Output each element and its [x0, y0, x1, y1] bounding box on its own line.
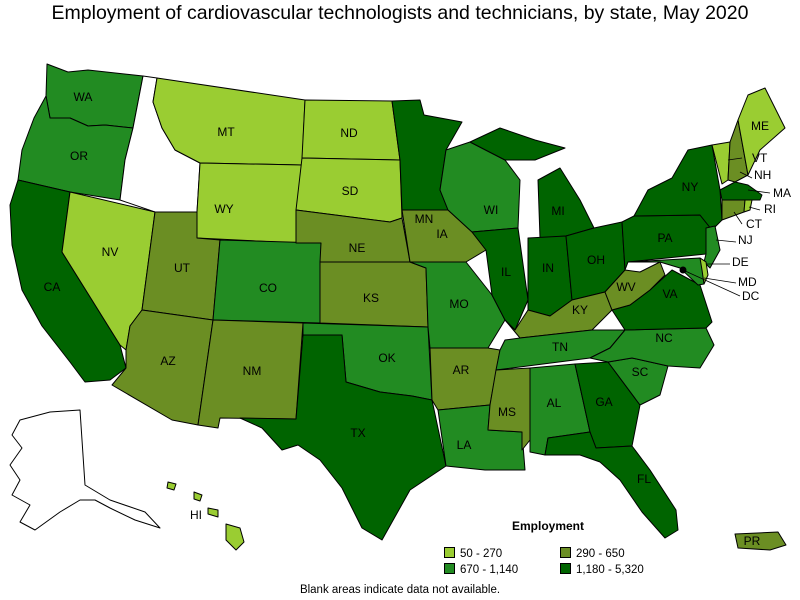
state-label-hi: HI	[190, 508, 202, 522]
state-label-va: VA	[662, 287, 677, 301]
state-label-il: IL	[501, 265, 511, 279]
legend-swatch-2	[560, 547, 571, 558]
state-ar[interactable]	[429, 347, 501, 411]
state-label-me: ME	[751, 119, 769, 133]
state-label-ne: NE	[349, 241, 366, 255]
state-label-in: IN	[542, 261, 554, 275]
state-nc[interactable]	[589, 327, 715, 369]
state-label-mn: MN	[415, 212, 434, 226]
legend-label-2: 290 - 650	[576, 548, 625, 560]
state-ct[interactable]	[721, 199, 746, 221]
state-label-sc: SC	[632, 365, 649, 379]
state-label-tn: TN	[552, 340, 568, 354]
legend-swatch-4	[560, 563, 571, 574]
leader-lines	[682, 157, 771, 297]
state-label-co: CO	[259, 281, 277, 295]
state-label-wv: WV	[616, 280, 635, 294]
state-label-mi: MI	[551, 204, 564, 218]
state-label-ok: OK	[378, 351, 395, 365]
state-nh[interactable]	[727, 119, 749, 183]
state-label-oh: OH	[587, 253, 605, 267]
state-pr[interactable]	[734, 531, 787, 551]
state-label-mt: MT	[217, 125, 235, 139]
state-nj[interactable]	[703, 225, 721, 269]
state-label-nv: NV	[102, 245, 119, 259]
state-wy[interactable]	[196, 162, 303, 244]
state-label-ca: CA	[44, 280, 61, 294]
state-label-ks: KS	[363, 291, 379, 305]
state-hi[interactable]	[166, 481, 245, 551]
state-label-pr: PR	[744, 534, 761, 548]
state-ak[interactable]	[9, 409, 161, 531]
state-label-az: AZ	[160, 354, 175, 368]
state-label-nm: NM	[243, 364, 262, 378]
state-label-sd: SD	[342, 184, 359, 198]
state-label-fl: FL	[637, 472, 651, 486]
state-label-tx: TX	[350, 426, 365, 440]
state-wv[interactable]	[604, 261, 666, 311]
state-me[interactable]	[737, 87, 786, 176]
state-label-wi: WI	[484, 203, 499, 217]
state-label-nh: NH	[754, 168, 771, 182]
legend-swatch-3	[444, 563, 455, 574]
state-label-al: AL	[547, 396, 562, 410]
state-label-mo: MO	[449, 297, 468, 311]
state-label-wy: WY	[214, 202, 233, 216]
state-de[interactable]	[699, 257, 709, 285]
state-label-ar: AR	[453, 363, 470, 377]
legend-item-3: 670 - 1,140	[444, 563, 518, 576]
legend-item-4: 1,180 - 5,320	[560, 563, 644, 576]
state-label-ia: IA	[436, 227, 447, 241]
state-fl[interactable]	[544, 431, 679, 539]
state-label-nd: ND	[340, 126, 358, 140]
state-label-or: OR	[70, 149, 88, 163]
state-mi-upper[interactable]	[469, 127, 566, 161]
footnote: Blank areas indicate data not available.	[299, 584, 501, 596]
state-label-md: MD	[738, 275, 757, 289]
legend-label-4: 1,180 - 5,320	[576, 564, 644, 576]
state-label-wa: WA	[74, 90, 93, 104]
state-label-ma: MA	[773, 186, 791, 200]
state-label-dc: DC	[742, 289, 760, 303]
state-ny[interactable]	[633, 144, 723, 231]
state-label-ct: CT	[746, 217, 763, 231]
state-label-de: DE	[732, 255, 749, 269]
state-label-la: LA	[457, 438, 472, 452]
state-label-pa: PA	[657, 231, 672, 245]
state-in[interactable]	[527, 235, 573, 317]
legend-label-3: 670 - 1,140	[460, 564, 519, 576]
legend-item-2: 290 - 650	[560, 547, 625, 560]
state-tx[interactable]	[239, 334, 447, 541]
state-label-ny: NY	[682, 180, 699, 194]
state-label-ut: UT	[174, 261, 191, 275]
legend-item-1: 50 - 270	[444, 547, 502, 560]
state-label-nc: NC	[655, 331, 673, 345]
legend-label-1: 50 - 270	[460, 548, 503, 560]
state-label-vt: VT	[752, 151, 768, 165]
state-ri[interactable]	[743, 199, 753, 213]
state-label-ri: RI	[764, 202, 776, 216]
state-label-nj: NJ	[738, 233, 753, 247]
state-label-ky: KY	[572, 303, 588, 317]
state-label-ga: GA	[595, 395, 612, 409]
legend-title: Employment	[512, 519, 585, 533]
map-title: Employment of cardiovascular technologis…	[51, 2, 749, 24]
state-mi[interactable]	[537, 167, 595, 239]
state-label-ms: MS	[498, 405, 516, 419]
legend-swatch-1	[444, 547, 455, 558]
